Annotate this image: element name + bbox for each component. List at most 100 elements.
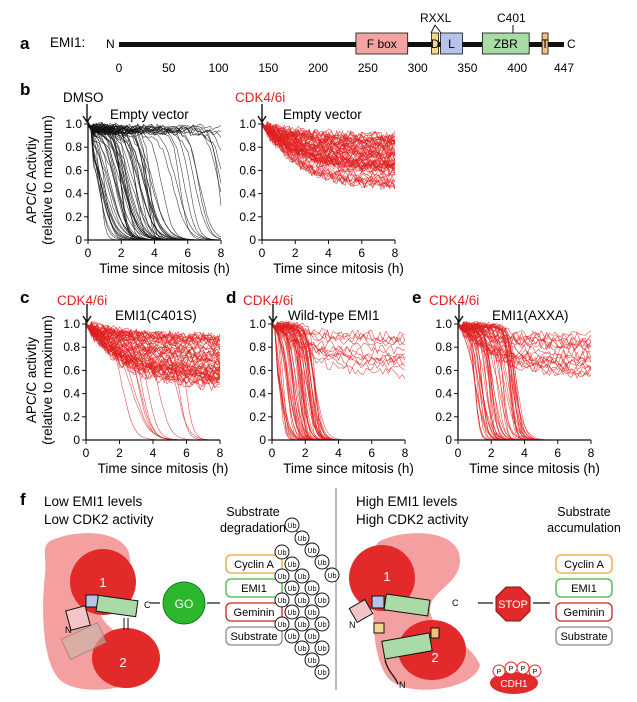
trace (272, 325, 405, 441)
x-axis-label: Time since mitosis (h) (273, 261, 404, 276)
b-left-title: Empty vector (110, 107, 189, 122)
panel-f-label: f (20, 490, 26, 509)
x-tick-label: 0 (455, 446, 462, 460)
ub-label: Ub (318, 560, 327, 567)
x-tick-label: 2 (488, 446, 495, 460)
y-tick-label: 0.2 (249, 410, 266, 424)
ub-circle (314, 616, 330, 632)
trace (457, 325, 592, 359)
y-tick-label: 0.4 (435, 387, 452, 401)
x-tick-label: 4 (335, 446, 342, 460)
ub-circle (274, 544, 290, 560)
y-tick-label: 0.2 (65, 210, 82, 224)
phospho-4-label: P (533, 669, 538, 676)
ub-circle (284, 556, 300, 572)
trace (261, 124, 396, 163)
trace (261, 125, 396, 173)
trace (271, 325, 405, 441)
domain-zbr (481, 32, 530, 55)
protein-backbone (119, 42, 564, 47)
x-tick-label: 6 (184, 246, 191, 260)
x-tick-label: 0 (269, 446, 276, 460)
right-t-domain (430, 627, 440, 639)
trace (85, 322, 221, 357)
trace (87, 122, 222, 193)
ub-label: Ub (298, 598, 307, 605)
panel-e-label: e (412, 288, 421, 307)
left-substrate-label: Substrate (230, 631, 277, 643)
x-tick-label: 4 (521, 446, 528, 460)
b-left-treatment: DMSO (63, 90, 104, 105)
trace (87, 121, 222, 241)
right-n-label: N (349, 620, 356, 630)
domain-label: D (431, 37, 440, 51)
trace (261, 121, 396, 142)
right-subunit-2-label: 2 (431, 650, 438, 665)
domain-f-box (355, 32, 409, 55)
left-subunit-2-label: 2 (119, 655, 126, 670)
x-tick-label: 8 (392, 246, 399, 260)
right-substrate-label: Geminin (564, 607, 605, 619)
trace (85, 322, 221, 384)
trace (261, 123, 396, 187)
ub-label: Ub (288, 610, 297, 617)
ubiquitin-chains: UbUbUbUbUbUbUbUbUbUbUbUbUbUbUbUbUbUbUbUb… (274, 517, 340, 680)
ub-circle (324, 567, 340, 583)
trace (261, 123, 396, 166)
ub-circle (314, 640, 330, 656)
right-substrate-label: Substrate (560, 631, 607, 643)
ub-circle (294, 640, 310, 656)
mitosis-arrow (82, 304, 92, 324)
trace (261, 124, 396, 164)
left-arrows (123, 618, 129, 630)
ub-circle (304, 580, 320, 596)
ub-label: Ub (318, 670, 327, 677)
domain-d (431, 32, 439, 55)
residue-tick: 150 (258, 61, 278, 75)
x-tick-label: 2 (116, 446, 123, 460)
trace (85, 323, 221, 370)
ub-circle (314, 664, 330, 680)
x-axis-label: Time since mitosis (h) (283, 461, 414, 476)
right-l-domain (371, 595, 385, 609)
y-tick-label: 0.6 (435, 363, 452, 377)
trace (271, 325, 405, 441)
b-right-title: Empty vector (283, 107, 362, 122)
domain-label: ZBR (494, 37, 518, 51)
d-treatment: CDK4/6i (243, 293, 293, 308)
trace (271, 325, 405, 441)
rxxl-annotation: RXXL (420, 11, 452, 25)
protein-label: EMI1: (50, 35, 85, 50)
left-substrate-label: Cyclin A (234, 559, 274, 571)
rxxl-pointer (430, 24, 436, 34)
ub-circle (294, 568, 310, 584)
x-tick-label: 0 (83, 446, 90, 460)
left-subunit-1-label: 1 (99, 575, 106, 590)
right-d-box (373, 622, 385, 634)
left-zbr (95, 594, 139, 618)
right-substrate-box (555, 602, 613, 622)
y-tick-label: 0.8 (239, 140, 256, 154)
ub-label: Ub (288, 523, 297, 530)
y-tick-label: 0.8 (435, 340, 452, 354)
right-substrate-label: EMI1 (571, 583, 597, 595)
ub-label: Ub (318, 646, 327, 653)
residue-tick: 50 (162, 61, 176, 75)
y-tick-label: 0.2 (63, 410, 80, 424)
x-tick-label: 2 (302, 446, 309, 460)
y-tick-label: 1.0 (63, 317, 80, 331)
ub-circle (284, 628, 300, 644)
c-title: EMI1(C401S) (115, 308, 197, 323)
right-zbr-2 (381, 632, 433, 660)
c401-annotation: C401 (497, 11, 526, 25)
mitosis-arrow (82, 104, 92, 124)
y-tick-label: 1.0 (435, 317, 452, 331)
trace (271, 323, 406, 379)
x-tick-label: 4 (150, 446, 157, 460)
c-terminus-label: C (567, 37, 576, 51)
residue-ticks: 0 50 100 150 200 250 300 350 400 447 (116, 61, 575, 75)
